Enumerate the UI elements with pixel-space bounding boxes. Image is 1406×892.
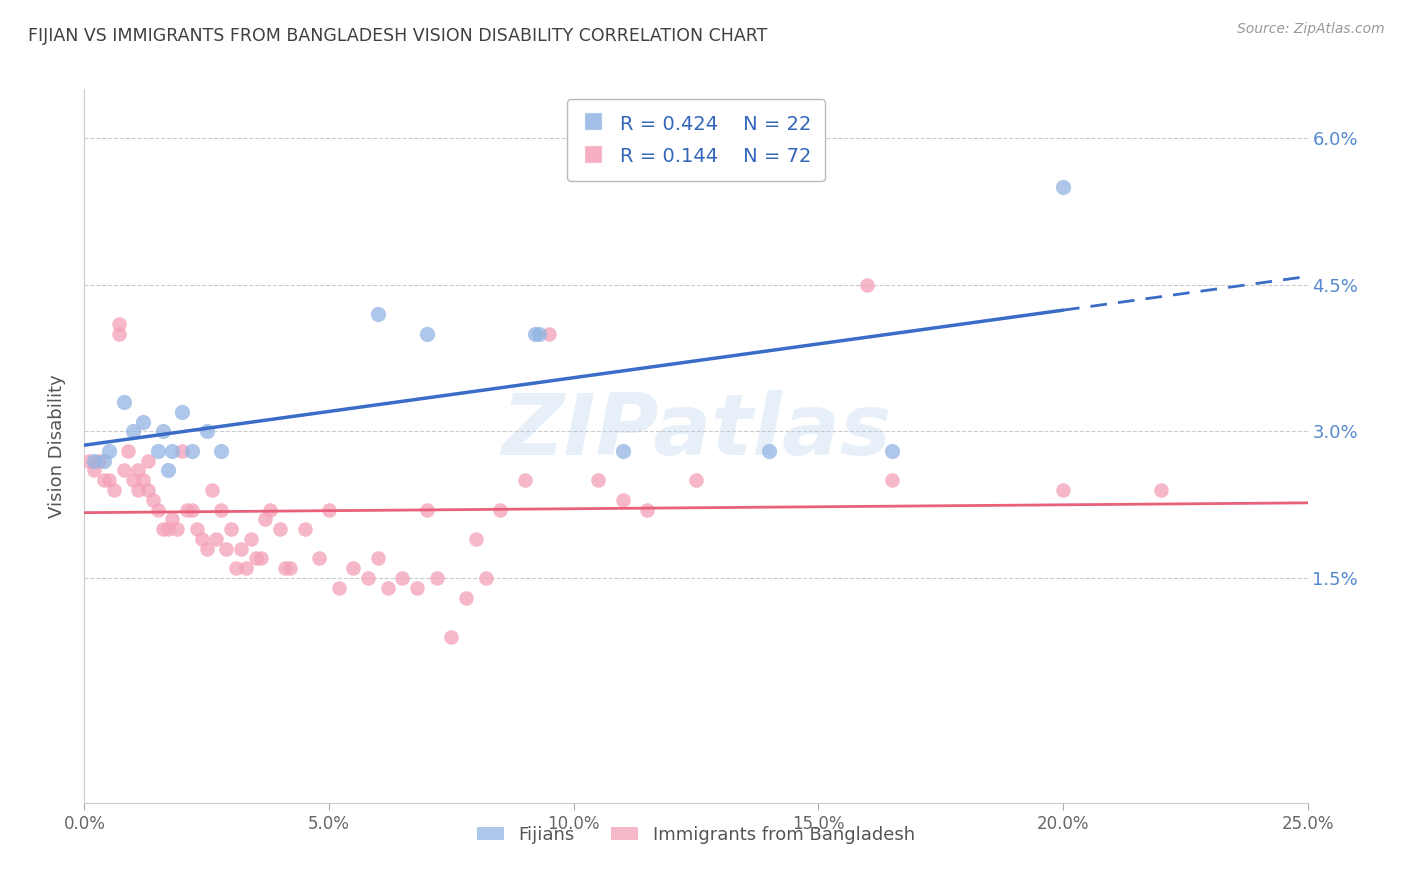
Point xyxy=(191,532,214,546)
Point xyxy=(239,532,262,546)
Point xyxy=(377,581,399,595)
Point xyxy=(93,473,115,487)
Point xyxy=(454,591,477,605)
Point xyxy=(122,425,145,439)
Point xyxy=(586,473,609,487)
Point xyxy=(391,571,413,585)
Point xyxy=(489,502,512,516)
Point xyxy=(416,326,439,341)
Point xyxy=(685,473,707,487)
Point xyxy=(87,453,110,467)
Point xyxy=(77,453,100,467)
Point xyxy=(342,561,364,575)
Point xyxy=(254,512,277,526)
Point xyxy=(612,443,634,458)
Point xyxy=(209,443,232,458)
Point xyxy=(880,473,903,487)
Point xyxy=(107,326,129,341)
Point xyxy=(529,326,551,341)
Point xyxy=(132,473,155,487)
Point xyxy=(269,522,291,536)
Point xyxy=(176,502,198,516)
Point xyxy=(205,532,228,546)
Point xyxy=(132,415,155,429)
Point xyxy=(93,453,115,467)
Point xyxy=(367,307,389,321)
Point xyxy=(328,581,350,595)
Point xyxy=(278,561,301,575)
Point xyxy=(181,502,204,516)
Point xyxy=(357,571,380,585)
Point xyxy=(156,522,179,536)
Point xyxy=(538,326,561,341)
Point xyxy=(274,561,297,575)
Point xyxy=(464,532,486,546)
Point xyxy=(636,502,658,516)
Point xyxy=(513,473,536,487)
Text: Source: ZipAtlas.com: Source: ZipAtlas.com xyxy=(1237,22,1385,37)
Point xyxy=(107,317,129,331)
Point xyxy=(200,483,222,497)
Point xyxy=(1150,483,1173,497)
Point xyxy=(294,522,316,536)
Text: FIJIAN VS IMMIGRANTS FROM BANGLADESH VISION DISABILITY CORRELATION CHART: FIJIAN VS IMMIGRANTS FROM BANGLADESH VIS… xyxy=(28,27,768,45)
Point xyxy=(474,571,496,585)
Point xyxy=(156,463,179,477)
Point xyxy=(406,581,429,595)
Point xyxy=(318,502,340,516)
Point xyxy=(127,463,149,477)
Point xyxy=(122,473,145,487)
Point xyxy=(1052,483,1074,497)
Point xyxy=(523,326,546,341)
Point xyxy=(612,492,634,507)
Point xyxy=(426,571,449,585)
Point xyxy=(172,443,194,458)
Y-axis label: Vision Disability: Vision Disability xyxy=(48,374,66,518)
Point xyxy=(166,522,188,536)
Point xyxy=(880,443,903,458)
Point xyxy=(195,425,218,439)
Point xyxy=(1052,180,1074,194)
Point xyxy=(308,551,330,566)
Point xyxy=(136,453,159,467)
Point xyxy=(416,502,439,516)
Point xyxy=(367,551,389,566)
Point xyxy=(112,395,135,409)
Point xyxy=(215,541,238,556)
Point xyxy=(249,551,271,566)
Point xyxy=(856,277,879,292)
Point xyxy=(146,502,169,516)
Point xyxy=(142,492,165,507)
Point xyxy=(103,483,125,497)
Point xyxy=(83,463,105,477)
Point xyxy=(209,502,232,516)
Point xyxy=(195,541,218,556)
Point xyxy=(162,512,184,526)
Point xyxy=(229,541,252,556)
Point xyxy=(127,483,149,497)
Point xyxy=(235,561,257,575)
Point xyxy=(152,522,174,536)
Point xyxy=(440,630,463,644)
Point xyxy=(758,443,780,458)
Point xyxy=(152,425,174,439)
Point xyxy=(172,405,194,419)
Point xyxy=(117,443,139,458)
Point xyxy=(112,463,135,477)
Point xyxy=(186,522,208,536)
Point xyxy=(146,443,169,458)
Point xyxy=(219,522,242,536)
Point xyxy=(245,551,267,566)
Point xyxy=(97,473,120,487)
Legend: Fijians, Immigrants from Bangladesh: Fijians, Immigrants from Bangladesh xyxy=(470,819,922,851)
Point xyxy=(136,483,159,497)
Point xyxy=(225,561,247,575)
Point xyxy=(83,453,105,467)
Text: ZIPatlas: ZIPatlas xyxy=(501,390,891,474)
Point xyxy=(97,443,120,458)
Point xyxy=(181,443,204,458)
Point xyxy=(259,502,281,516)
Point xyxy=(162,443,184,458)
